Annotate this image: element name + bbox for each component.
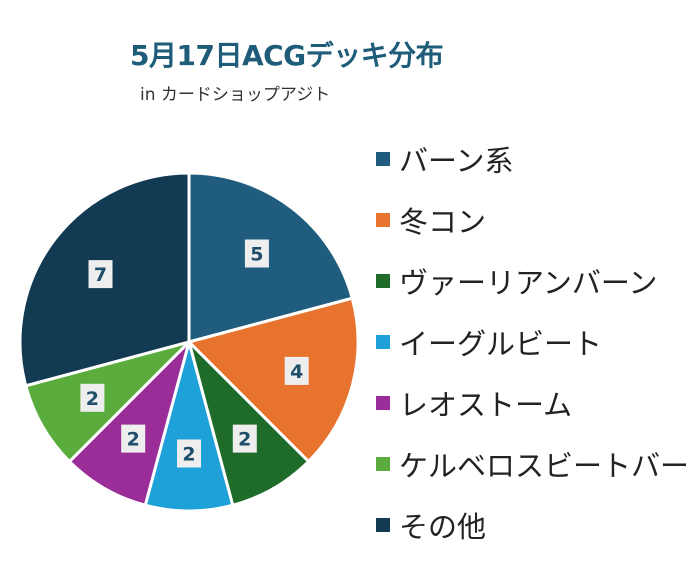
legend-swatch: [376, 151, 390, 166]
legend-item: その他: [376, 502, 690, 547]
legend-swatch: [376, 456, 390, 471]
legend-label: ケルベロスビートバーン: [399, 448, 690, 483]
data-label-box: [244, 239, 269, 268]
legend-label: 冬コン: [399, 204, 487, 239]
legend-label: ヴァーリアンバーン: [399, 265, 658, 300]
data-label-box: [177, 439, 201, 468]
legend-item: バーン系: [376, 136, 690, 181]
data-label: 5: [250, 244, 263, 266]
pie-slice: [143, 340, 235, 513]
legend-swatch: [376, 395, 390, 410]
chart-subtitle: in カードショップアジト: [140, 85, 331, 105]
data-label: 2: [86, 388, 99, 410]
pie-slice: [24, 340, 191, 463]
legend-label: イーグルビート: [399, 326, 603, 361]
chart-title: 5月17日ACGデッキ分布: [130, 39, 444, 72]
data-label: 4: [290, 361, 303, 383]
legend-label: レオストーム: [399, 387, 573, 422]
data-label-box: [80, 383, 105, 412]
legend-label: その他: [399, 509, 487, 544]
pie-slice: [187, 340, 310, 507]
data-label-box: [121, 424, 146, 453]
data-label-box: [88, 260, 113, 289]
legend-item: 冬コン: [376, 197, 690, 242]
legend-swatch: [376, 517, 390, 532]
legend-item: ケルベロスビートバーン: [376, 441, 690, 486]
data-label: 2: [182, 444, 195, 466]
data-label-box: [284, 356, 309, 385]
data-label: 2: [127, 429, 140, 451]
pie-slice: [68, 340, 191, 507]
legend-item: レオストーム: [376, 380, 690, 425]
pie-slice: [187, 171, 354, 344]
legend-item: イーグルビート: [376, 319, 690, 364]
legend-item: ヴァーリアンバーン: [376, 258, 690, 303]
pie-slice: [187, 296, 360, 463]
data-label: 7: [94, 264, 107, 286]
legend-label: バーン系: [399, 143, 514, 178]
legend: バーン系冬コンヴァーリアンバーン イーグルビート レオストームケルベロスビートバーン…: [376, 136, 690, 563]
legend-swatch: [376, 273, 390, 288]
data-label-box: [232, 424, 257, 453]
data-label: 2: [238, 429, 251, 451]
legend-swatch: [376, 212, 390, 227]
legend-swatch: [376, 334, 390, 349]
